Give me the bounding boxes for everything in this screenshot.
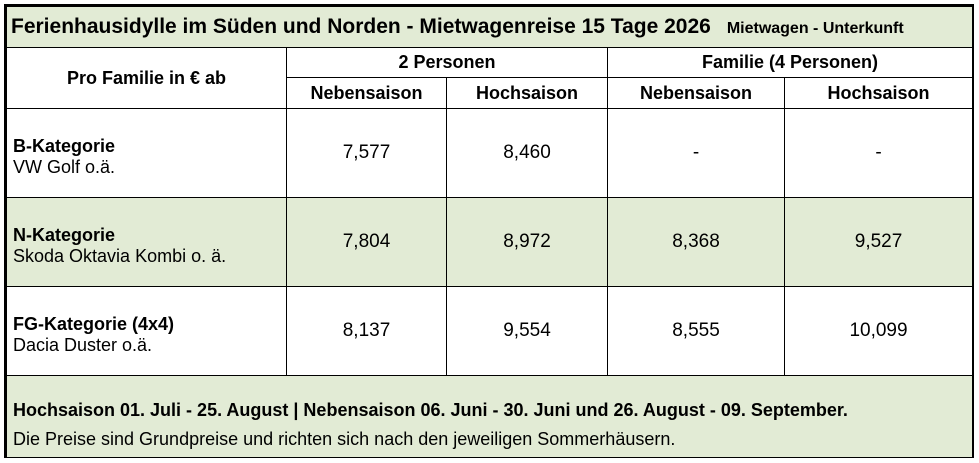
column-header-nebensaison: Nebensaison [607,77,785,109]
price-cell: 8,460 [446,108,608,198]
price-table: Ferienhausidylle im Süden und Norden - M… [5,6,974,458]
table-row: FG-Kategorie (4x4) Dacia Duster o.ä. 8,1… [6,286,974,376]
header-row-seasons: Nebensaison Hochsaison Nebensaison Hochs… [7,77,974,109]
category-name: B-Kategorie [13,136,116,156]
price-cell: 8,555 [607,286,785,376]
price-note: Die Preise sind Grundpreise und richten … [13,429,676,449]
group-header-familie: Familie (4 Personen) [606,47,974,78]
season-dates: Hochsaison 01. Juli - 25. August | Neben… [13,400,848,420]
corner-header: Pro Familie in € ab [6,47,287,109]
header-row-groups: Pro Familie in € ab 2 Personen Familie (… [6,47,974,109]
price-cell: 8,368 [607,197,785,287]
category-cell: FG-Kategorie (4x4) Dacia Duster o.ä. [6,286,287,376]
car-model: VW Golf o.ä. [13,157,116,177]
price-table-frame: Ferienhausidylle im Süden und Norden - M… [4,4,974,458]
category-cell: B-Kategorie VW Golf o.ä. [6,108,287,198]
column-header-nebensaison: Nebensaison [286,77,447,109]
price-cell: 8,137 [286,286,447,376]
column-header-hochsaison: Hochsaison [783,77,974,109]
title-cell: Ferienhausidylle im Süden und Norden - M… [5,6,974,48]
category-name: FG-Kategorie (4x4) [13,314,175,334]
price-cell: 9,554 [446,286,608,376]
price-cell: 7,804 [286,197,447,287]
price-cell: 7,577 [286,108,447,198]
category-name: N-Kategorie [13,225,116,245]
table-row: N-Kategorie Skoda Oktavia Kombi o. ä. 7,… [6,197,974,287]
page-subtitle: Mietwagen - Unterkunft [726,20,904,37]
footer-row: Hochsaison 01. Juli - 25. August | Neben… [5,375,974,458]
price-cell: 8,972 [446,197,608,287]
price-cell: 9,527 [783,197,974,287]
page-title: Ferienhausidylle im Süden und Norden - M… [11,15,711,38]
car-model: Skoda Oktavia Kombi o. ä. [13,246,227,266]
car-model: Dacia Duster o.ä. [13,335,153,355]
category-cell: N-Kategorie Skoda Oktavia Kombi o. ä. [6,197,287,287]
title-row: Ferienhausidylle im Süden und Norden - M… [5,6,974,48]
column-header-hochsaison: Hochsaison [446,77,608,109]
footer-cell: Hochsaison 01. Juli - 25. August | Neben… [5,375,974,458]
group-header-2-personen: 2 Personen [286,47,608,78]
price-cell: 10,099 [783,286,974,376]
table-row: B-Kategorie VW Golf o.ä. 7,577 8,460 - - [6,108,974,198]
price-cell: - [783,108,974,198]
price-cell: - [607,108,785,198]
